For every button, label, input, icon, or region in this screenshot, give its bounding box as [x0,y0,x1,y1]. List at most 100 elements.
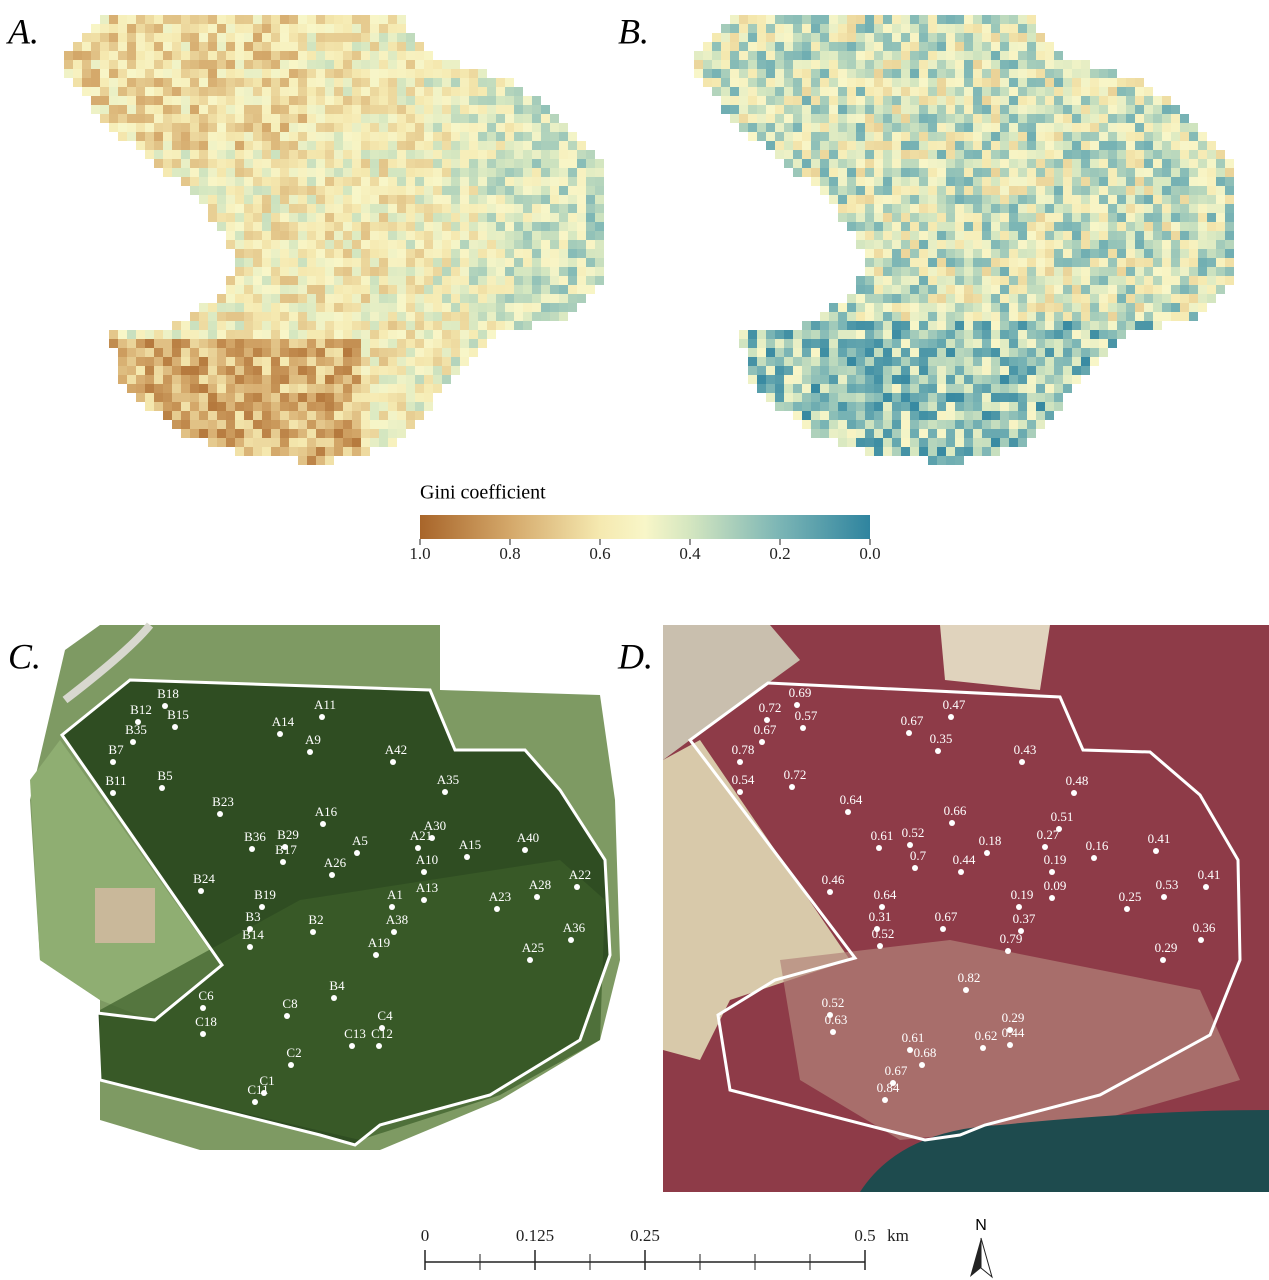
raster-cell [811,366,820,375]
raster-cell [1108,339,1117,348]
raster-cell [883,132,892,141]
raster-cell [298,51,307,60]
raster-cell [424,249,433,258]
raster-cell [1081,168,1090,177]
raster-cell [973,213,982,222]
raster-cell [316,429,325,438]
raster-cell [217,105,226,114]
raster-cell [370,294,379,303]
raster-cell [991,141,1000,150]
raster-cell [1135,96,1144,105]
raster-cell [820,105,829,114]
raster-cell [199,348,208,357]
raster-cell [1099,303,1108,312]
raster-cell [955,321,964,330]
raster-cell [325,87,334,96]
raster-cell [955,87,964,96]
raster-cell [874,402,883,411]
raster-cell [514,114,523,123]
raster-cell [793,141,802,150]
raster-cell [208,393,217,402]
raster-cell [1027,159,1036,168]
raster-cell [1000,114,1009,123]
raster-cell [397,330,406,339]
raster-cell [361,186,370,195]
raster-cell [136,60,145,69]
scalebar-tick-label: 0.125 [516,1226,554,1245]
raster-cell [190,159,199,168]
raster-cell [289,366,298,375]
raster-cell [487,114,496,123]
raster-cell [946,303,955,312]
raster-cell [289,240,298,249]
raster-cell [973,132,982,141]
raster-cell [280,357,289,366]
raster-cell [1108,222,1117,231]
raster-cell [235,339,244,348]
raster-cell [397,339,406,348]
raster-cell [901,303,910,312]
raster-cell [496,96,505,105]
raster-cell [1135,177,1144,186]
raster-cell [1081,348,1090,357]
raster-cell [424,258,433,267]
raster-cell [172,393,181,402]
raster-cell [793,87,802,96]
raster-cell [766,357,775,366]
raster-cell [883,366,892,375]
raster-cell [1018,438,1027,447]
raster-cell [451,348,460,357]
raster-cell [208,321,217,330]
raster-cell [136,78,145,87]
raster-cell [253,222,262,231]
raster-cell [1018,330,1027,339]
raster-cell [469,186,478,195]
gini-value-label: 0.41 [1148,831,1171,846]
raster-cell [460,312,469,321]
raster-cell [892,141,901,150]
raster-cell [334,375,343,384]
raster-cell [910,24,919,33]
raster-cell [1108,312,1117,321]
raster-cell [883,186,892,195]
raster-cell [253,312,262,321]
raster-cell [577,285,586,294]
raster-cell [1018,285,1027,294]
raster-cell [181,159,190,168]
raster-cell [388,69,397,78]
raster-cell [307,303,316,312]
raster-cell [280,186,289,195]
raster-cell [235,177,244,186]
raster-cell [550,258,559,267]
raster-cell [1135,195,1144,204]
raster-cell [1072,240,1081,249]
raster-cell [919,393,928,402]
raster-cell [901,96,910,105]
raster-cell [811,96,820,105]
raster-cell [946,348,955,357]
raster-cell [334,420,343,429]
raster-cell [316,258,325,267]
raster-cell [964,384,973,393]
raster-cell [982,348,991,357]
raster-cell [991,15,1000,24]
raster-cell [1189,303,1198,312]
gini-value-label: 0.37 [1013,911,1036,926]
plot-point [421,869,427,875]
raster-cell [901,51,910,60]
raster-cell [1018,204,1027,213]
raster-cell [1072,294,1081,303]
raster-cell [838,330,847,339]
raster-cell [451,69,460,78]
raster-cell [874,366,883,375]
raster-cell [1081,249,1090,258]
raster-cell [541,312,550,321]
raster-cell [1018,348,1027,357]
raster-cell [370,195,379,204]
raster-cell [937,285,946,294]
raster-cell [361,330,370,339]
raster-cell [262,204,271,213]
raster-cell [802,375,811,384]
raster-cell [1144,213,1153,222]
raster-cell [838,366,847,375]
